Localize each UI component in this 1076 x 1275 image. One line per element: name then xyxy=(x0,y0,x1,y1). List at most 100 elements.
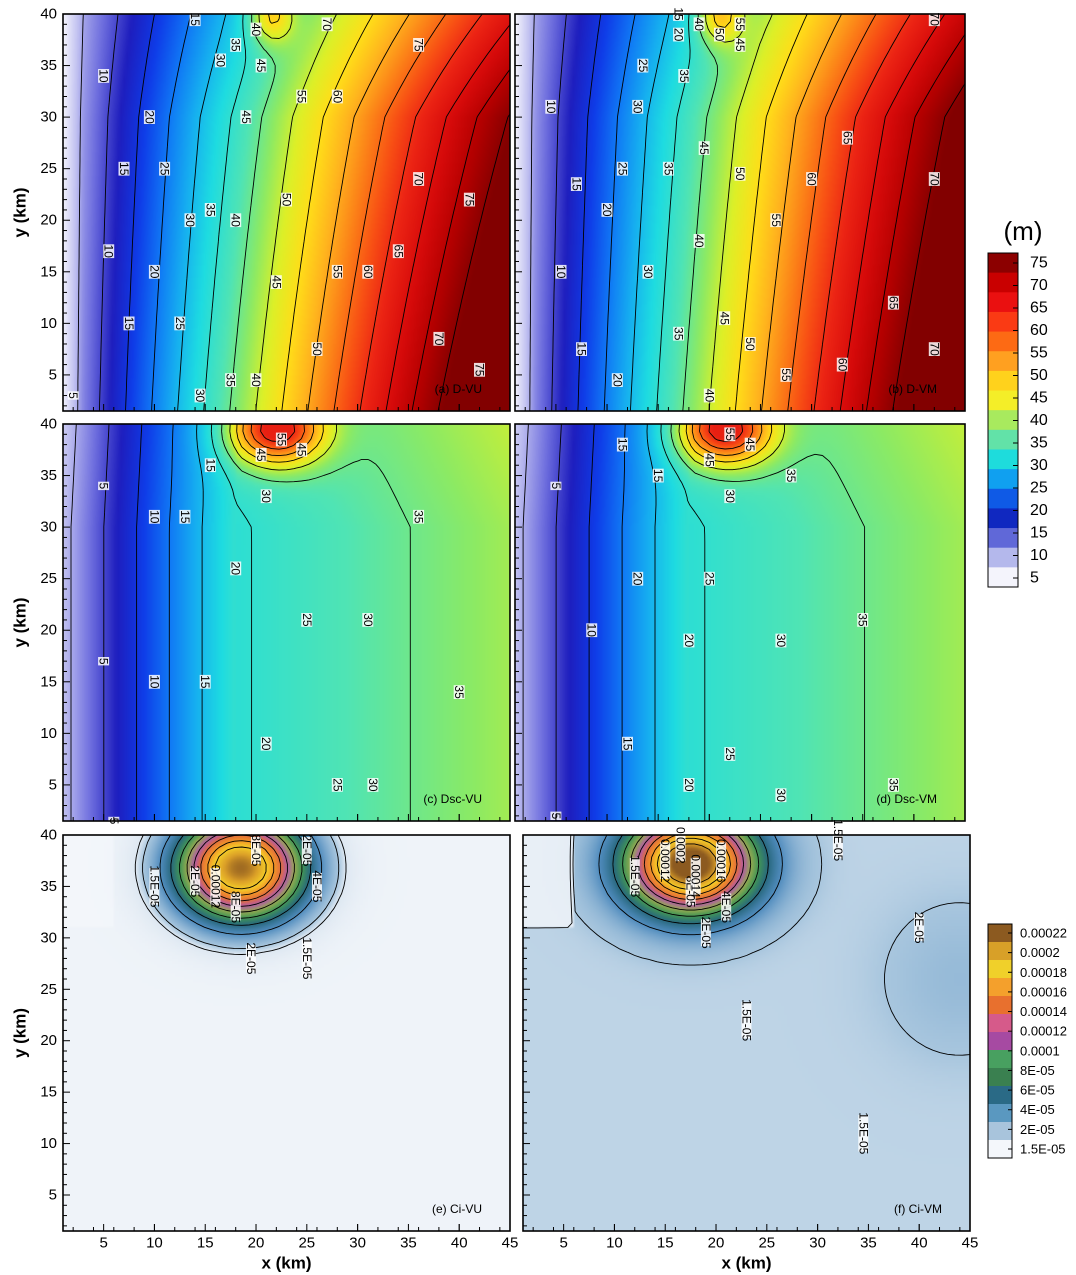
contour-label-text: 45 xyxy=(733,38,747,52)
contour-label-bg xyxy=(474,362,485,377)
contour-label: 75 xyxy=(462,192,476,207)
y-tick-label: 20 xyxy=(40,1032,57,1049)
contour-label-text: 70 xyxy=(927,342,941,356)
contour-label-text: 15 xyxy=(575,342,589,356)
contour-label: 30 xyxy=(631,99,645,114)
contour-label-text: 0.0002 xyxy=(674,827,688,864)
contour-label-text: 55 xyxy=(274,433,288,447)
contour-label-text: 65 xyxy=(840,131,854,145)
colorbar-tick-label: 2E-05 xyxy=(1020,1122,1055,1137)
contour-label-text: 8E-05 xyxy=(249,834,263,866)
colorbar-tick-label: 15 xyxy=(1030,525,1048,542)
contour-label-text: 5 xyxy=(549,483,563,490)
contour-line xyxy=(572,834,971,1056)
contour-label-bg xyxy=(311,342,323,357)
contour-label-text: 15 xyxy=(178,510,192,524)
contour-label: 10 xyxy=(585,623,599,637)
colorbar-swatch xyxy=(988,449,1018,470)
y-tick-label: 15 xyxy=(40,1084,57,1101)
contour-label-bg xyxy=(611,373,623,388)
contour-line xyxy=(629,13,670,412)
contour-label-bg xyxy=(148,264,160,279)
contour-label: 20 xyxy=(259,736,273,751)
contour-label: 60 xyxy=(361,264,375,279)
contour-line xyxy=(142,834,340,950)
contour-label: 35 xyxy=(229,38,243,52)
colorbar-tick-label: 8E-05 xyxy=(1020,1063,1055,1078)
contour-label-text: 40 xyxy=(692,18,706,32)
colorbar-tick-label: 55 xyxy=(1030,345,1048,362)
contour-label-bg xyxy=(693,233,705,248)
contour-label-bg xyxy=(453,685,465,699)
contour-label-bg xyxy=(703,388,715,403)
contour-label: 15 xyxy=(188,12,202,26)
contour-label-text: 25 xyxy=(702,572,716,586)
contour-label: 10 xyxy=(554,264,568,279)
colorbar-tick-label: 0.0002 xyxy=(1020,945,1060,960)
panel-f: 1.5E-05 1.5E-05 2E-05 2E-05 1.5E-05 1.5E-05 4E… xyxy=(522,819,978,1273)
contour-line xyxy=(813,13,911,412)
contour-line xyxy=(787,13,877,412)
contour-label: 25 xyxy=(158,161,172,176)
contour-label-text: 20 xyxy=(259,737,273,751)
y-tick-label: 30 xyxy=(40,109,57,126)
contour-label-bg xyxy=(714,27,725,42)
contour-label-text: 30 xyxy=(361,613,375,627)
contour-label-text: 45 xyxy=(254,59,268,73)
contour-label-bg xyxy=(179,509,191,524)
contour-label: 15 xyxy=(198,674,212,689)
heatmap-image xyxy=(63,14,510,411)
contour-label-bg xyxy=(184,213,196,228)
contour-label-text: 10 xyxy=(147,510,161,524)
contour-label-text: 65 xyxy=(391,245,405,259)
contour-label-bg xyxy=(673,326,685,341)
contour-label: 45 xyxy=(254,58,268,73)
plot-frame xyxy=(62,423,511,822)
contour-label: 30 xyxy=(361,613,375,627)
contour-label: 20 xyxy=(610,373,624,387)
contour-label-bg xyxy=(652,468,664,483)
contour-label-bg xyxy=(281,192,292,207)
colorbar-tick-label: 35 xyxy=(1030,435,1048,452)
contour-label-bg xyxy=(296,89,308,104)
contour-label: 35 xyxy=(452,685,466,699)
contour-label: 45 xyxy=(269,275,283,289)
contour-label: 5 xyxy=(97,657,111,666)
colorbar-swatch xyxy=(988,508,1018,529)
y-axis-title: y (km) xyxy=(11,187,30,237)
contour-line xyxy=(670,423,866,821)
contour-label-text: 45 xyxy=(702,453,716,467)
contour-label: 4E-05 xyxy=(310,870,324,902)
contour-label: 35 xyxy=(672,326,686,341)
panel-c: 5551010151515202025253030303535454555510… xyxy=(11,416,511,826)
contour-label: 5 xyxy=(97,481,111,491)
contour-label-text: 20 xyxy=(147,265,161,279)
contour-label-text: 20 xyxy=(600,203,614,217)
contour-label-text: 35 xyxy=(661,162,675,176)
colorbar-tick-label: 0.00018 xyxy=(1020,965,1067,980)
colorbar-swatch xyxy=(988,996,1012,1015)
heatmap-image xyxy=(63,835,510,1231)
contour-line xyxy=(865,34,966,412)
contour-label-text: 0.00012 xyxy=(658,839,672,883)
contour-label-text: 45 xyxy=(743,438,757,452)
contour-line xyxy=(136,423,143,821)
colorbar-swatch xyxy=(988,978,1012,997)
contour-label: 35 xyxy=(412,509,426,524)
contour-label: 15 xyxy=(117,161,131,176)
contour-label-bg xyxy=(683,778,695,792)
contour-label-text: 45 xyxy=(697,141,711,155)
contour-label-bg xyxy=(148,509,160,524)
contour-label: 10 xyxy=(147,674,161,689)
contour-label: 40 xyxy=(692,233,706,248)
contour-label-text: 50 xyxy=(733,167,747,181)
colorbar-swatch xyxy=(988,1104,1012,1123)
colorbar-unit: (m) xyxy=(1004,216,1043,246)
contour-label: 20 xyxy=(682,778,696,792)
x-tick-label: 10 xyxy=(606,1235,623,1252)
contour-label-text: 25 xyxy=(615,162,629,176)
contour-label-text: 15 xyxy=(621,737,635,751)
contour-label-bg xyxy=(123,316,135,331)
contour-label-text: 2E-05 xyxy=(244,942,258,974)
contour-label-text: 15 xyxy=(569,177,583,191)
